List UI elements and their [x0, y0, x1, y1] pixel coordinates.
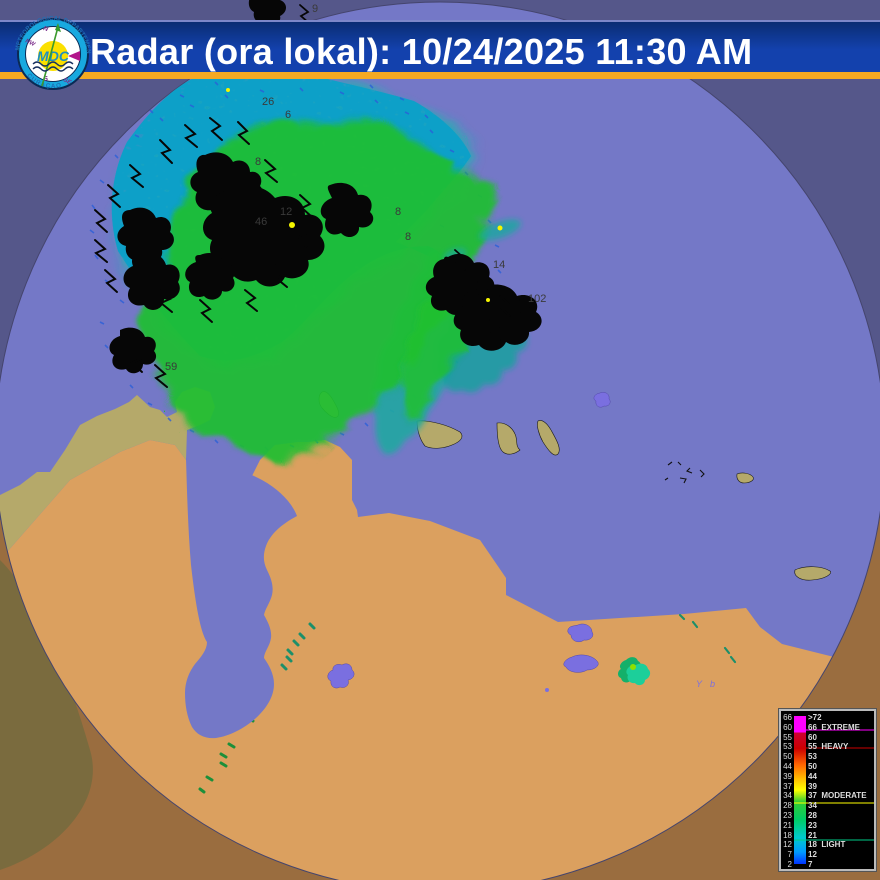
svg-text:8: 8	[405, 231, 411, 243]
svg-text:8: 8	[395, 206, 401, 218]
svg-text:8: 8	[255, 156, 261, 168]
svg-text:14: 14	[493, 259, 505, 271]
svg-text:102: 102	[528, 293, 546, 305]
svg-text:12: 12	[280, 206, 292, 218]
svg-text:26: 26	[262, 96, 274, 108]
svg-text:6: 6	[285, 109, 291, 121]
svg-text:46: 46	[255, 216, 267, 228]
svg-text:59: 59	[165, 361, 177, 373]
